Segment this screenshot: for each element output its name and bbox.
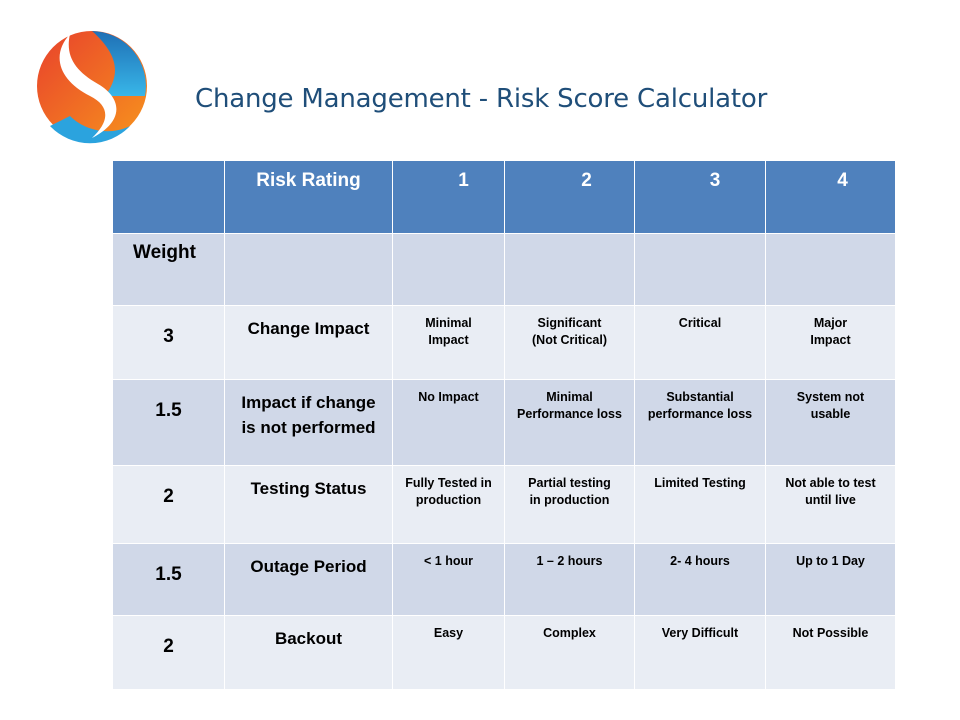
factor-cell: Backout <box>224 615 393 690</box>
weight-cell: 1.5 <box>112 543 225 616</box>
table-row: 2 Testing Status Fully Tested in product… <box>112 465 896 544</box>
level-cell: Partial testing in production <box>504 465 635 544</box>
empty-cell <box>504 233 635 306</box>
factor-cell: Impact if change is not performed <box>224 379 393 466</box>
level-cell: Significant (Not Critical) <box>504 305 635 380</box>
weight-cell: 2 <box>112 465 225 544</box>
level-cell: Substantial performance loss <box>634 379 766 466</box>
empty-cell <box>765 233 896 306</box>
level-cell: Minimal Impact <box>392 305 505 380</box>
risk-score-table: Risk Rating 1 2 3 4 Weight 3 Change Impa… <box>112 160 896 690</box>
level-cell: No Impact <box>392 379 505 466</box>
s-swoosh-logo-icon <box>37 31 147 144</box>
header-cell-4: 4 <box>765 160 896 234</box>
company-logo <box>30 26 152 144</box>
level-cell: < 1 hour <box>392 543 505 616</box>
level-cell: Limited Testing <box>634 465 766 544</box>
factor-cell: Testing Status <box>224 465 393 544</box>
header-cell-2: 2 <box>504 160 635 234</box>
header-cell-1: 1 <box>392 160 505 234</box>
header-cell-blank <box>112 160 225 234</box>
weight-cell: 1.5 <box>112 379 225 466</box>
empty-cell <box>634 233 766 306</box>
level-cell: Up to 1 Day <box>765 543 896 616</box>
level-cell: System not usable <box>765 379 896 466</box>
level-cell: Fully Tested in production <box>392 465 505 544</box>
weight-heading-cell: Weight <box>112 233 225 306</box>
empty-cell <box>224 233 393 306</box>
level-cell: 2- 4 hours <box>634 543 766 616</box>
level-cell: Major Impact <box>765 305 896 380</box>
table-row: 2 Backout Easy Complex Very Difficult No… <box>112 615 896 690</box>
page-title: Change Management - Risk Score Calculato… <box>195 84 768 114</box>
level-cell: 1 – 2 hours <box>504 543 635 616</box>
weight-label-row: Weight <box>112 233 896 306</box>
table-header-row: Risk Rating 1 2 3 4 <box>112 160 896 234</box>
header-cell-3: 3 <box>634 160 766 234</box>
weight-cell: 2 <box>112 615 225 690</box>
level-cell: Minimal Performance loss <box>504 379 635 466</box>
factor-cell: Change Impact <box>224 305 393 380</box>
weight-cell: 3 <box>112 305 225 380</box>
level-cell: Critical <box>634 305 766 380</box>
table-row: 1.5 Outage Period < 1 hour 1 – 2 hours 2… <box>112 543 896 616</box>
factor-cell: Outage Period <box>224 543 393 616</box>
table-row: 1.5 Impact if change is not performed No… <box>112 379 896 466</box>
header-cell-risk-rating: Risk Rating <box>224 160 393 234</box>
level-cell: Very Difficult <box>634 615 766 690</box>
empty-cell <box>392 233 505 306</box>
level-cell: Not Possible <box>765 615 896 690</box>
level-cell: Complex <box>504 615 635 690</box>
table-row: 3 Change Impact Minimal Impact Significa… <box>112 305 896 380</box>
level-cell: Easy <box>392 615 505 690</box>
level-cell: Not able to test until live <box>765 465 896 544</box>
